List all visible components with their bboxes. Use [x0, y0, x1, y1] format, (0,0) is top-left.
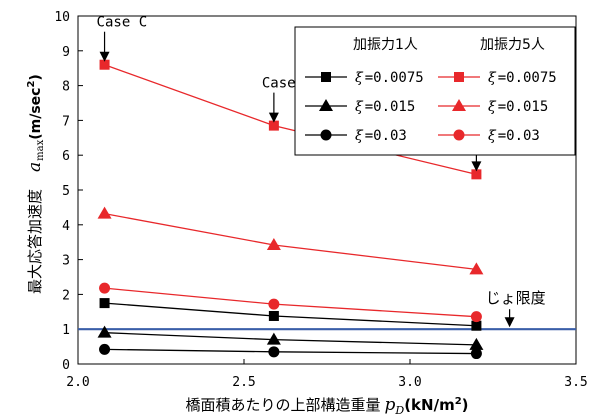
data-point — [268, 298, 280, 310]
y-axis-symbol-sub: max — [35, 139, 46, 160]
x-axis-label: 橋面積あたりの上部構造重量 pD(kN/m2) — [185, 395, 468, 417]
x-tick-label: 3.5 — [564, 375, 587, 390]
data-point — [469, 262, 484, 275]
series-line-1 — [104, 332, 477, 346]
data-point — [97, 206, 112, 219]
legend-entry: ξ =0.015 — [488, 99, 548, 115]
legend-entry: ξ =0.03 — [355, 128, 407, 144]
y-axis-label-jp: 最大応答加速度 — [26, 189, 44, 294]
y-axis-symbol-main: a — [25, 162, 45, 172]
series-line-4 — [104, 213, 477, 270]
legend-marker — [319, 99, 333, 111]
legend-entry: ξ =0.03 — [488, 128, 540, 144]
y-tick-label: 4 — [62, 219, 70, 234]
arrow-head — [504, 317, 515, 328]
data-point — [471, 320, 482, 331]
legend-entry: ξ =0.0075 — [488, 70, 557, 86]
data-point — [268, 310, 279, 321]
legend-entry: ξ =0.0075 — [355, 70, 424, 86]
arrow-head — [268, 112, 279, 123]
data-point — [266, 332, 281, 345]
y-axis-unit-close: ) — [28, 74, 44, 80]
legend-marker — [321, 72, 331, 82]
y-axis-label: 最大応答加速度 a max(m/sec2) — [25, 74, 46, 294]
y-tick-label: 6 — [62, 149, 70, 164]
series-line-2 — [104, 348, 477, 355]
xi-value: =0.015 — [365, 99, 416, 115]
case-arrow — [99, 31, 110, 62]
series-line-0 — [104, 302, 477, 327]
data-point — [99, 282, 111, 294]
y-tick-label: 10 — [54, 10, 70, 25]
data-point — [469, 337, 484, 350]
case-label: Case C — [97, 15, 148, 31]
arrow-head — [99, 51, 110, 62]
x-axis-unit: (kN/m — [404, 396, 455, 414]
legend-group-header: 加振力1人 — [353, 37, 418, 53]
xi-symbol: ξ — [488, 70, 497, 86]
case-arrow — [268, 92, 279, 123]
data-point — [471, 169, 482, 180]
y-tick-label: 2 — [62, 288, 70, 303]
x-axis-unit-sup: 2 — [455, 396, 462, 407]
xi-symbol: ξ — [355, 70, 364, 86]
y-tick-label: 7 — [62, 114, 70, 129]
limit-arrow — [504, 309, 515, 328]
xi-symbol: ξ — [355, 99, 364, 115]
xi-symbol: ξ — [488, 128, 497, 144]
y-tick-label: 3 — [62, 254, 70, 269]
y-tick-label: 1 — [62, 323, 70, 338]
x-tick-label: 2.5 — [232, 375, 255, 390]
x-tick-label: 3.0 — [398, 375, 421, 390]
xi-symbol: ξ — [355, 128, 364, 144]
xi-value: =0.03 — [365, 128, 407, 144]
legend-marker — [454, 72, 464, 82]
y-axis-symbol: a max(m/sec2) — [25, 74, 46, 172]
y-tick-label: 8 — [62, 80, 70, 95]
data-point — [97, 325, 112, 338]
legend-marker — [453, 129, 465, 141]
x-axis-unit-close: ) — [462, 396, 469, 414]
x-axis-label-main: 橋面積あたりの上部構造重量 — [185, 396, 380, 414]
x-tick-label: 2.0 — [66, 375, 89, 390]
xi-value: =0.015 — [498, 99, 549, 115]
data-point — [99, 343, 111, 355]
arrow-head — [471, 161, 482, 172]
data-point — [268, 346, 280, 358]
legend-box — [294, 26, 576, 156]
legend-marker — [452, 99, 466, 111]
limit-label: じょ限度 — [486, 289, 546, 307]
legend-entry: ξ =0.015 — [355, 99, 415, 115]
y-tick-label: 0 — [62, 358, 70, 373]
legend-group-header: 加振力5人 — [480, 37, 545, 53]
data-point — [99, 298, 110, 309]
x-axis-symbol: p — [384, 395, 395, 415]
y-tick-label: 9 — [62, 45, 70, 60]
y-tick-label: 5 — [62, 184, 70, 199]
xi-symbol: ξ — [488, 99, 497, 115]
data-point — [470, 311, 482, 323]
xi-value: =0.0075 — [498, 70, 557, 86]
y-axis-unit-sup: 2 — [26, 81, 37, 88]
x-axis-subscript: D — [394, 404, 404, 417]
data-point — [266, 237, 281, 250]
y-axis-unit: (m/sec — [28, 88, 44, 140]
data-point — [99, 59, 110, 70]
series-line-5 — [104, 287, 477, 318]
xi-value: =0.03 — [498, 128, 540, 144]
data-point — [268, 120, 279, 131]
legend-marker — [320, 129, 332, 141]
data-point — [470, 348, 482, 360]
xi-value: =0.0075 — [365, 70, 424, 86]
